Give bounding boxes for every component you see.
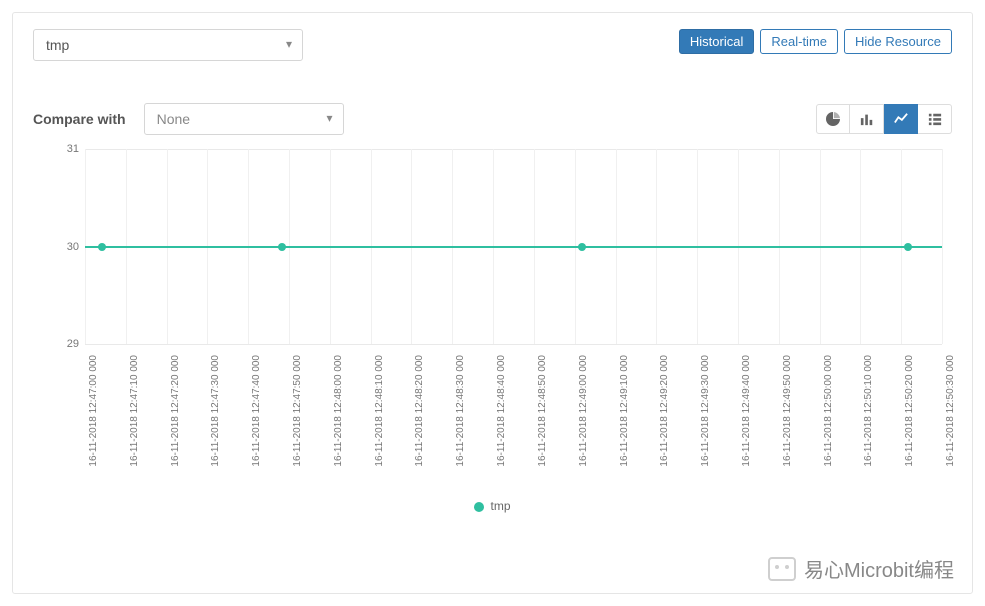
list-view-button[interactable] [918, 104, 952, 134]
legend-marker [474, 502, 484, 512]
x-tick-label: 16-11-2018 12:47:40 000 [251, 355, 262, 467]
y-tick-label: 31 [55, 143, 79, 155]
resource-select-value: tmp [46, 37, 69, 53]
x-tick-label: 16-11-2018 12:48:40 000 [496, 355, 507, 467]
compare-row: Compare with None [33, 103, 952, 135]
compare-with-label: Compare with [33, 111, 126, 127]
x-tick-label: 16-11-2018 12:49:30 000 [700, 355, 711, 467]
x-tick-label: 16-11-2018 12:48:30 000 [455, 355, 466, 467]
hide-resource-button[interactable]: Hide Resource [844, 29, 952, 54]
watermark: 易心Microbit编程 [768, 554, 954, 583]
x-tick-label: 16-11-2018 12:47:30 000 [210, 355, 221, 467]
compare-select-value: None [157, 111, 190, 127]
y-gridline [85, 344, 942, 345]
pie-chart-icon [826, 112, 840, 126]
x-tick-label: 16-11-2018 12:50:20 000 [904, 355, 915, 467]
x-tick-label: 16-11-2018 12:49:40 000 [741, 355, 752, 467]
x-tick-label: 16-11-2018 12:47:50 000 [292, 355, 303, 467]
x-tick-label: 16-11-2018 12:48:00 000 [333, 355, 344, 467]
y-tick-label: 30 [55, 241, 79, 253]
data-point [904, 243, 912, 251]
data-point [98, 243, 106, 251]
x-tick-label: 16-11-2018 12:47:20 000 [170, 355, 181, 467]
y-tick-label: 29 [55, 338, 79, 350]
x-tick-label: 16-11-2018 12:49:20 000 [659, 355, 670, 467]
x-tick-label: 16-11-2018 12:47:00 000 [88, 355, 99, 467]
y-gridline [85, 149, 942, 150]
wechat-icon [768, 557, 796, 581]
line-chart-button[interactable] [884, 104, 918, 134]
data-point [278, 243, 286, 251]
bar-chart-button[interactable] [850, 104, 884, 134]
x-tick-label: 16-11-2018 12:50:10 000 [863, 355, 874, 467]
x-tick-label: 16-11-2018 12:48:20 000 [414, 355, 425, 467]
x-axis-labels: 16-11-2018 12:47:00 000 16-11-2018 12:47:… [85, 349, 942, 479]
plot-area: 293031 [85, 149, 942, 344]
list-icon [928, 112, 942, 126]
dashboard-panel: tmp Historical Real-time Hide Resource C… [12, 12, 973, 594]
historical-button[interactable]: Historical [679, 29, 754, 54]
bar-chart-icon [860, 112, 874, 126]
realtime-button[interactable]: Real-time [760, 29, 838, 54]
chart: 293031 16-11-2018 12:47:00 00016-11-2018… [33, 149, 952, 479]
x-tick-label: 16-11-2018 12:49:50 000 [782, 355, 793, 467]
x-tick-label: 16-11-2018 12:48:10 000 [374, 355, 385, 467]
watermark-text: 易心Microbit编程 [804, 554, 954, 583]
pie-chart-button[interactable] [816, 104, 850, 134]
series-line [85, 246, 942, 248]
x-tick-label: 16-11-2018 12:50:00 000 [823, 355, 834, 467]
x-tick-label: 16-11-2018 12:48:50 000 [537, 355, 548, 467]
compare-select[interactable]: None [144, 103, 344, 135]
mode-button-group: Historical Real-time Hide Resource [679, 29, 952, 54]
line-chart-icon [894, 112, 908, 126]
data-point [578, 243, 586, 251]
x-gridline [942, 149, 943, 344]
x-tick-label: 16-11-2018 12:47:10 000 [129, 355, 140, 467]
x-tick-label: 16-11-2018 12:50:30 000 [945, 355, 956, 467]
x-tick-label: 16-11-2018 12:49:10 000 [619, 355, 630, 467]
x-tick-label: 16-11-2018 12:49:00 000 [578, 355, 589, 467]
legend-label: tmp [490, 499, 510, 513]
compare-left: Compare with None [33, 103, 344, 135]
resource-select[interactable]: tmp [33, 29, 303, 61]
top-row: tmp Historical Real-time Hide Resource [33, 29, 952, 61]
chart-type-toggle [816, 104, 952, 134]
legend: tmp [33, 499, 952, 513]
